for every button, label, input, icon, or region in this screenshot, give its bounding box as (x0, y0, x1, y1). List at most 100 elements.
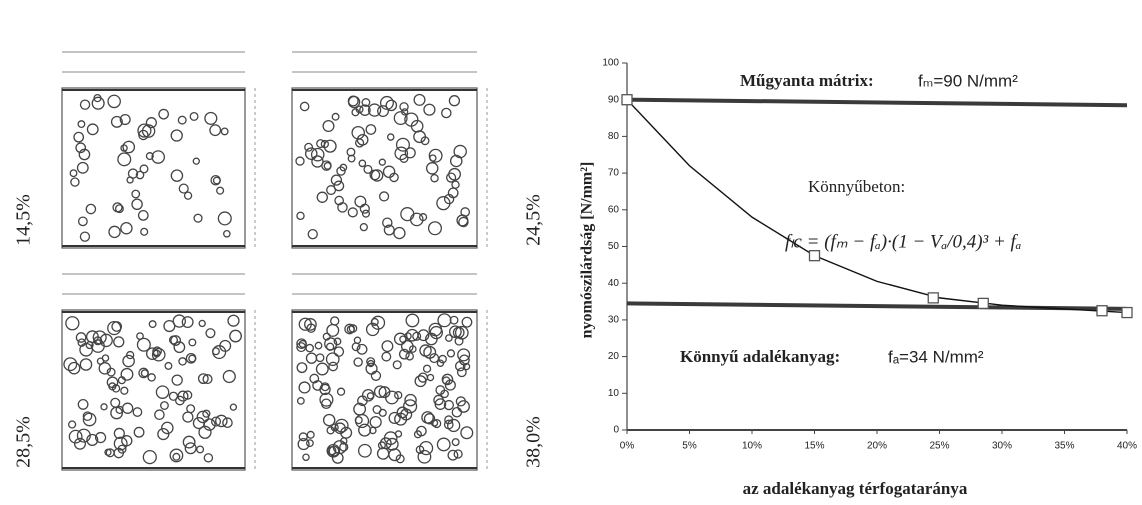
aggregate (316, 139, 326, 149)
aggregate (117, 376, 126, 385)
aggregate (120, 222, 133, 235)
aggregate (456, 367, 467, 378)
x-tick-label: 10% (742, 441, 762, 452)
aggregate (347, 95, 361, 109)
aggregate (198, 319, 206, 328)
aggregate (381, 340, 394, 353)
aggregate (158, 108, 170, 120)
x-tick-label: 0% (620, 441, 635, 452)
aggregate (131, 189, 141, 199)
aggregate (82, 412, 97, 427)
aggregate (305, 343, 314, 353)
aggregate (363, 164, 373, 174)
aggregate (106, 367, 116, 377)
aggregate (136, 337, 151, 352)
aggregate (451, 406, 463, 418)
aggregate (359, 222, 368, 232)
aggregate (454, 360, 466, 372)
aggregate (222, 417, 233, 429)
aggregate (433, 394, 444, 406)
aggregate (169, 448, 184, 463)
aggregate (394, 146, 409, 161)
aggregate (354, 416, 363, 425)
aggregate (192, 157, 200, 165)
aggregate (344, 323, 355, 335)
aggregate (373, 385, 387, 398)
aggregate (404, 393, 417, 407)
aggregate (196, 410, 210, 424)
aggregate (210, 175, 221, 186)
aggregate (91, 96, 105, 110)
y-tick-label: 40 (608, 278, 620, 289)
aggregate (354, 195, 367, 208)
aggregate (296, 338, 307, 349)
aggregate (370, 370, 382, 381)
aggregate (63, 357, 78, 372)
data-point (621, 94, 633, 106)
aggregate (131, 198, 143, 211)
aggregate (430, 419, 439, 427)
aggregate (107, 94, 121, 109)
aggregate (204, 111, 218, 125)
aggregate (306, 430, 315, 439)
aggregate (378, 191, 390, 202)
data-point (808, 250, 821, 262)
specimen (61, 309, 246, 471)
aggregate (393, 226, 406, 240)
aggregate (69, 169, 78, 178)
aggregate (296, 211, 305, 221)
aggregate (145, 152, 154, 161)
aggregate (456, 214, 469, 227)
aggregate (423, 103, 436, 116)
series-label: fₗc = (fₘ − fₐ)·(1 − Vₐ/0,4)³ + fₐ (785, 231, 1021, 252)
aggregate (429, 154, 437, 162)
aggregate (193, 213, 203, 223)
aggregate (314, 341, 323, 350)
aggregate (399, 102, 409, 112)
aggregate (365, 124, 377, 135)
aggregate (351, 108, 360, 117)
aggregate (327, 446, 337, 456)
aggregate (395, 137, 410, 152)
aggregate (405, 313, 420, 328)
aggregate (324, 337, 338, 351)
aggregate (178, 183, 189, 194)
y-tick-label: 20 (608, 351, 620, 362)
aggregate (426, 373, 435, 382)
aggregate (427, 221, 443, 236)
aggregate (425, 162, 439, 175)
aggregate (419, 441, 434, 456)
aggregate (181, 316, 194, 329)
aggregate (403, 399, 418, 414)
aggregate (79, 231, 91, 242)
aggregate (310, 147, 325, 162)
aggregate (77, 398, 89, 410)
aggregate (331, 451, 344, 464)
aggregate (216, 186, 225, 195)
aggregate (229, 403, 238, 411)
aggregate (304, 318, 317, 331)
aggregate (298, 381, 311, 394)
aggregate (220, 127, 229, 136)
aggregate (160, 401, 169, 410)
aggregate (440, 389, 449, 399)
aggregate (188, 338, 197, 347)
aggregate (386, 133, 395, 141)
aggregate (227, 314, 240, 327)
aggregate (353, 402, 367, 416)
aggregate (120, 144, 128, 152)
aggregate (413, 93, 426, 106)
aggregate (295, 156, 305, 166)
aggregate (419, 344, 432, 357)
y-tick-label: 90 (608, 94, 620, 105)
aggregate (152, 346, 162, 357)
aggregate (361, 209, 371, 218)
aggregate (448, 95, 461, 107)
aggregate (182, 411, 194, 423)
aggregate (357, 443, 372, 458)
aggregate (172, 314, 186, 328)
data-point (1096, 305, 1108, 317)
aggregate (121, 435, 133, 447)
aggregate (381, 351, 392, 362)
aggregate (382, 165, 396, 179)
